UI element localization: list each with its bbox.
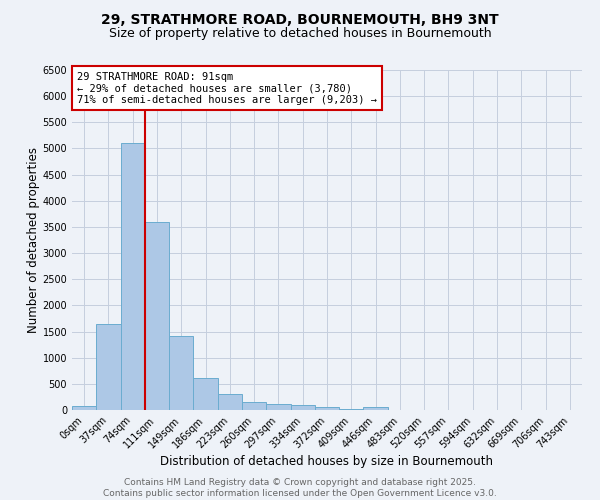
Bar <box>121 143 145 410</box>
Bar <box>218 394 242 410</box>
Text: Contains HM Land Registry data © Crown copyright and database right 2025.
Contai: Contains HM Land Registry data © Crown c… <box>103 478 497 498</box>
Bar <box>169 336 193 410</box>
Y-axis label: Number of detached properties: Number of detached properties <box>26 147 40 333</box>
Bar <box>193 378 218 410</box>
Bar <box>266 404 290 410</box>
Bar <box>364 408 388 410</box>
Bar <box>242 402 266 410</box>
Bar <box>72 406 96 410</box>
Text: Size of property relative to detached houses in Bournemouth: Size of property relative to detached ho… <box>109 28 491 40</box>
Bar <box>290 405 315 410</box>
Text: 29 STRATHMORE ROAD: 91sqm
← 29% of detached houses are smaller (3,780)
71% of se: 29 STRATHMORE ROAD: 91sqm ← 29% of detac… <box>77 72 377 105</box>
Text: 29, STRATHMORE ROAD, BOURNEMOUTH, BH9 3NT: 29, STRATHMORE ROAD, BOURNEMOUTH, BH9 3N… <box>101 12 499 26</box>
X-axis label: Distribution of detached houses by size in Bournemouth: Distribution of detached houses by size … <box>161 456 493 468</box>
Bar <box>145 222 169 410</box>
Bar <box>315 408 339 410</box>
Bar <box>339 409 364 410</box>
Bar <box>96 324 121 410</box>
